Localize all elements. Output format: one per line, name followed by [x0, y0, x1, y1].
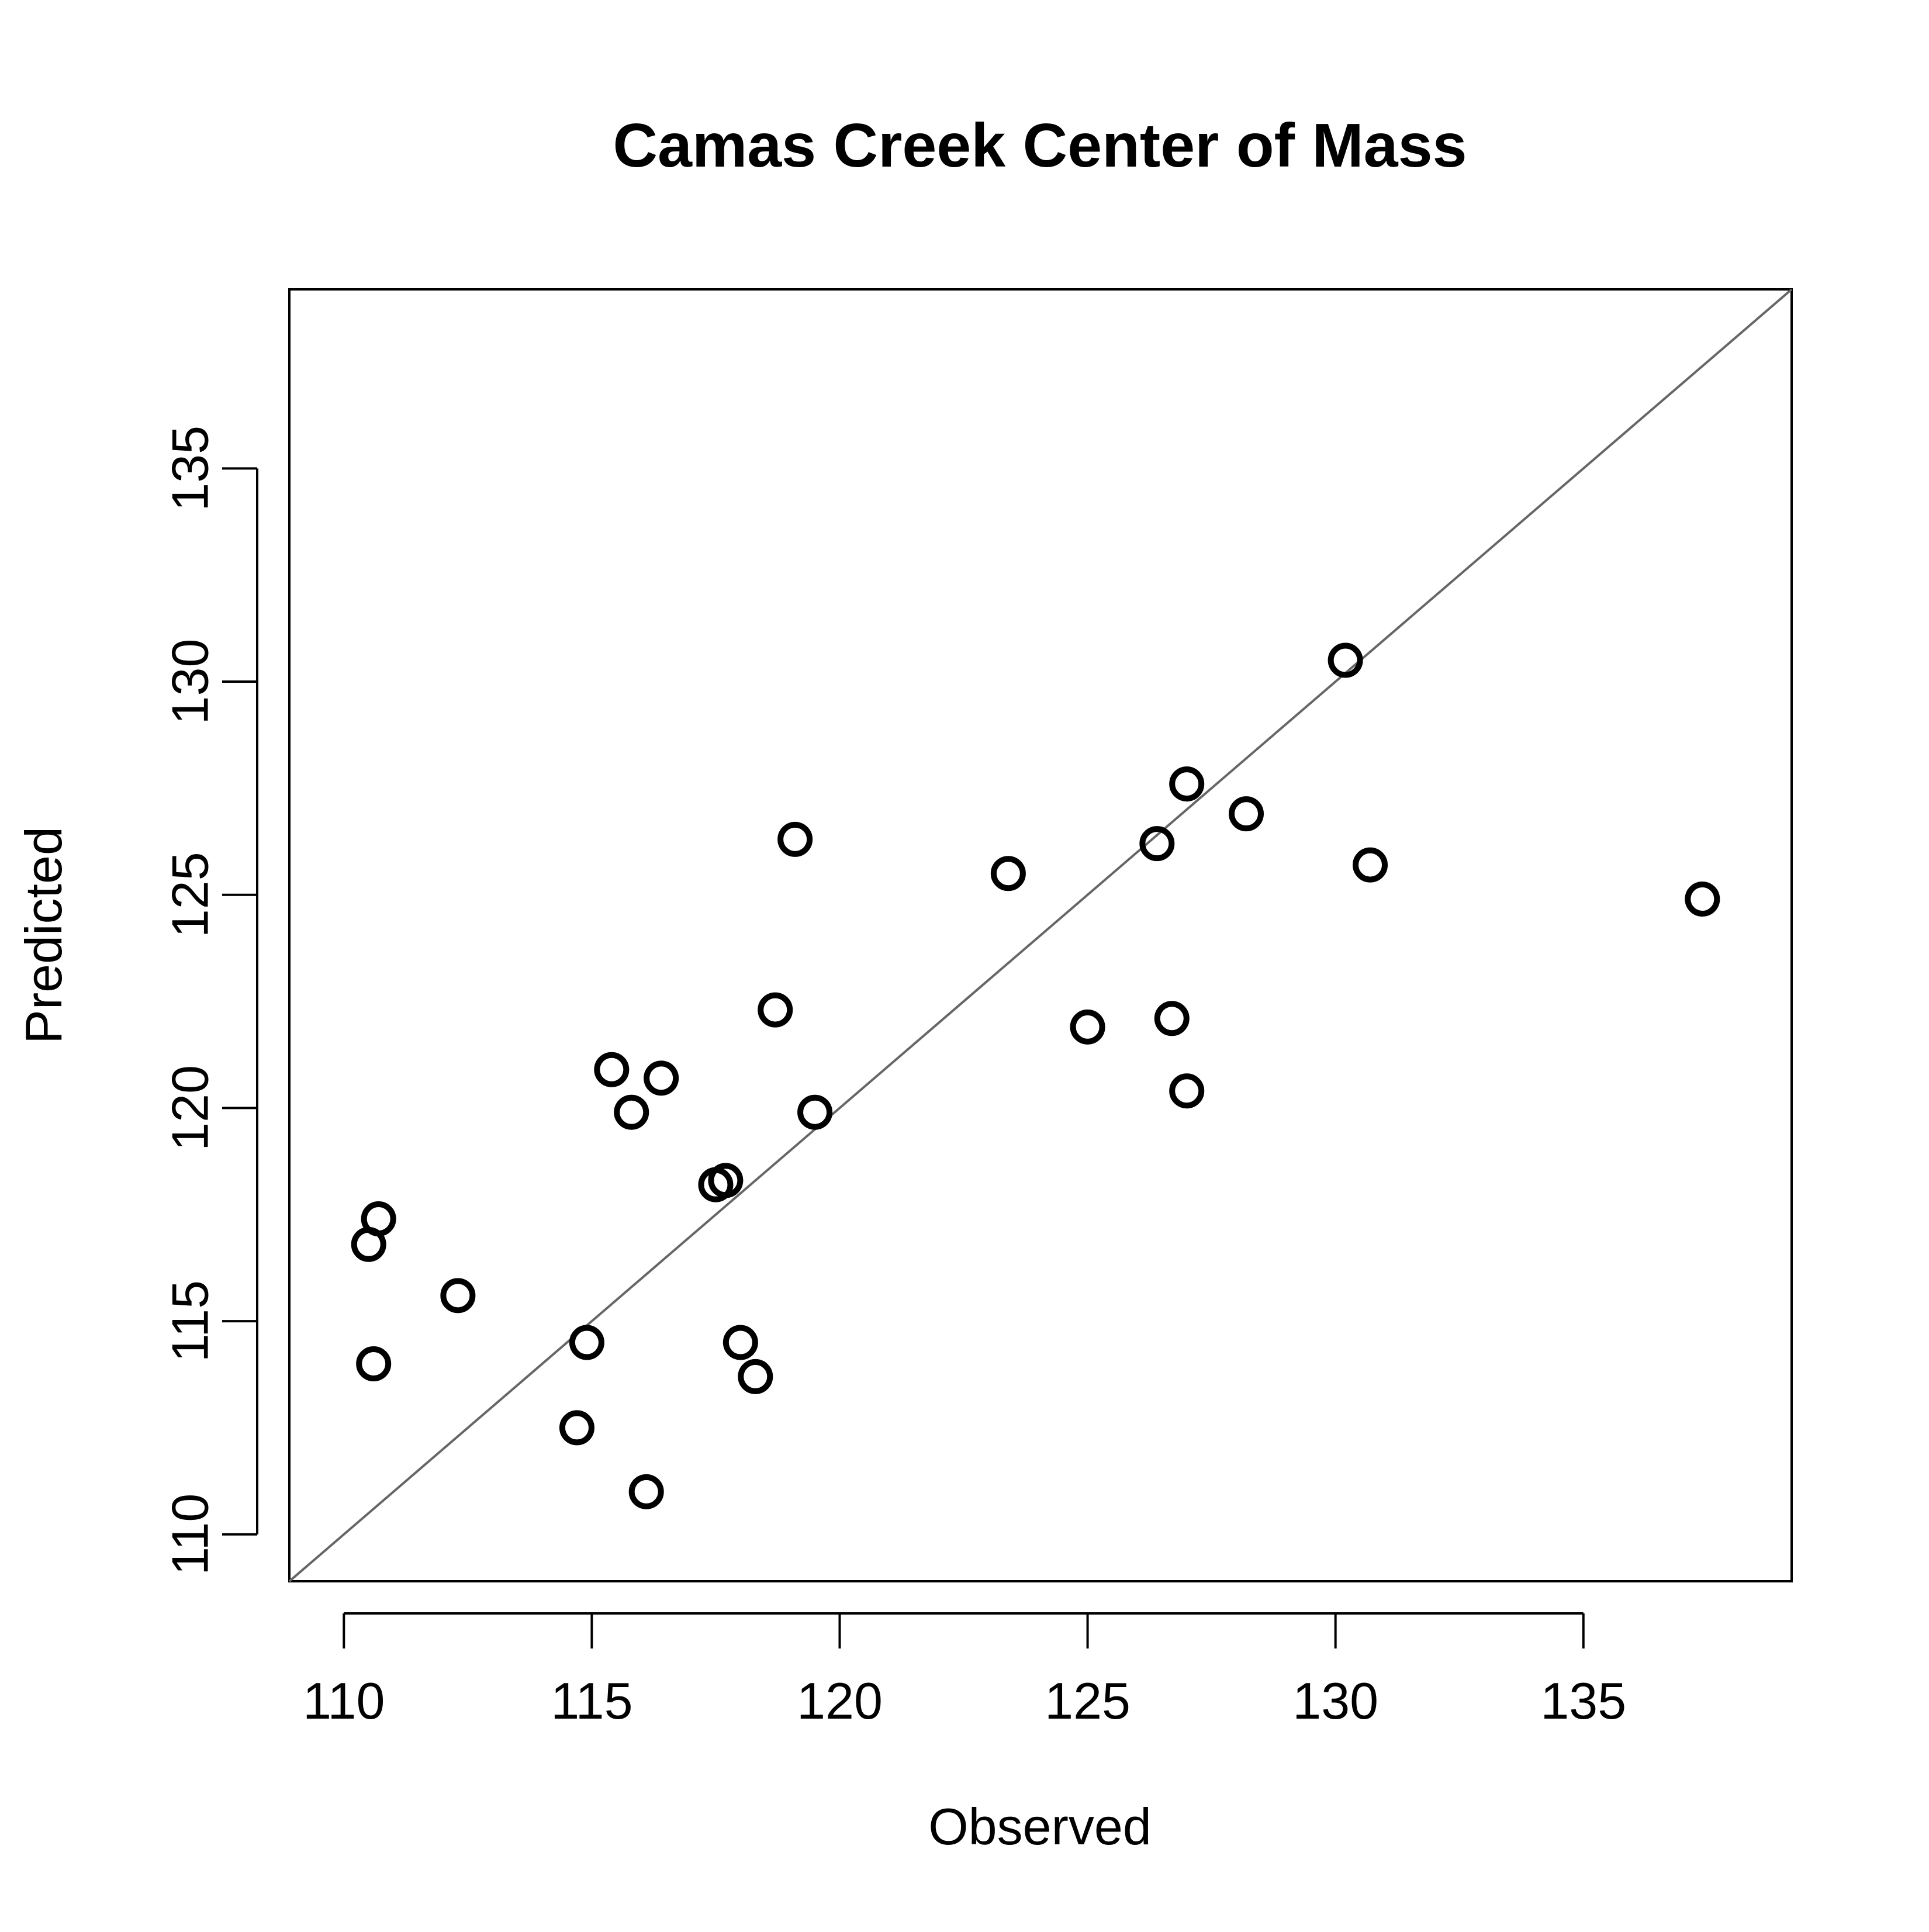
data-point — [361, 1201, 396, 1237]
data-point — [1070, 1009, 1105, 1045]
x-tick-label: 125 — [1045, 1672, 1131, 1730]
data-point — [758, 992, 793, 1028]
data-point — [644, 1060, 679, 1096]
data-point — [990, 856, 1026, 891]
data-point — [722, 1325, 758, 1360]
y-tick-label: 135 — [161, 426, 219, 511]
data-point — [1169, 1073, 1205, 1109]
chart-title: Camas Creek Center of Mass — [613, 111, 1467, 180]
x-axis-label: Observed — [928, 1798, 1152, 1855]
data-point — [777, 821, 813, 857]
y-tick-label: 115 — [161, 1280, 219, 1362]
y-axis: 110 115 120 125 130 135 — [161, 426, 258, 1575]
y-tick-label: 120 — [161, 1065, 219, 1151]
data-point — [440, 1278, 476, 1314]
data-point — [356, 1346, 392, 1382]
data-point — [708, 1163, 744, 1198]
x-tick-label: 130 — [1292, 1672, 1378, 1730]
data-point — [594, 1052, 630, 1087]
x-tick-label: 115 — [551, 1672, 632, 1730]
x-tick-label: 110 — [303, 1672, 385, 1730]
x-tick-label: 120 — [797, 1672, 883, 1730]
x-tick-label: 135 — [1540, 1672, 1626, 1730]
data-point — [614, 1094, 649, 1130]
y-tick-label: 130 — [161, 639, 219, 725]
data-point — [1353, 847, 1388, 883]
reference-line-layer — [288, 288, 1793, 1582]
plot-frame — [288, 288, 1793, 1582]
data-point — [1169, 766, 1205, 802]
data-point — [797, 1094, 833, 1130]
identity-reference-line — [288, 288, 1793, 1582]
data-point — [628, 1474, 664, 1509]
y-tick-label: 125 — [161, 852, 219, 938]
data-point — [559, 1410, 594, 1446]
data-point — [738, 1359, 773, 1394]
data-point — [1328, 642, 1363, 678]
data-point — [1228, 796, 1264, 832]
x-axis: 110 115 120 125 130 135 — [303, 1612, 1626, 1730]
data-point — [1154, 1001, 1190, 1036]
y-tick-label: 110 — [161, 1494, 219, 1575]
data-point — [1139, 826, 1175, 862]
y-axis-label: Predicted — [15, 827, 72, 1044]
data-point — [569, 1325, 604, 1360]
data-point — [1685, 882, 1720, 917]
points-layer — [351, 642, 1720, 1509]
